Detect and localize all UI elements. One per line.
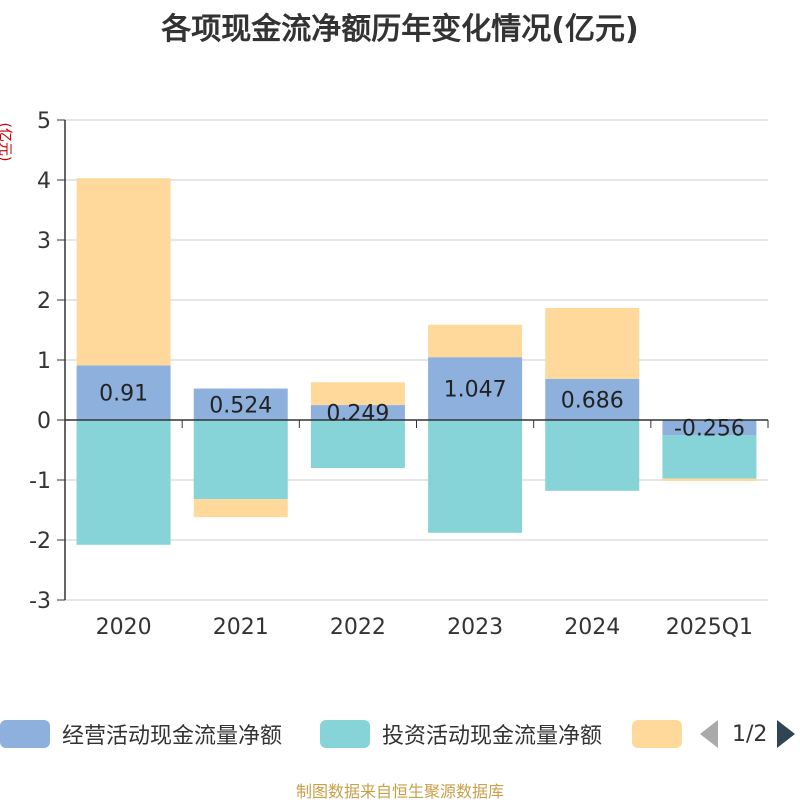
legend-swatch-investing [320,720,370,748]
legend-label-investing: 投资活动现金流量净额 [382,724,603,749]
y-tick-label: 4 [37,169,51,194]
bar-series1-2025Q1 [662,435,757,479]
legend-item-operating[interactable]: 经营活动现金流量净额 [0,716,282,752]
data-label-2025Q1: -0.256 [674,417,745,442]
bar-series2-2024 [545,308,640,379]
legend: 经营活动现金流量净额 投资活动现金流量净额 1/2 [0,716,800,756]
x-tick-label: 2021 [213,615,269,640]
legend-prev-page-icon[interactable] [700,720,718,748]
y-tick-label: 5 [37,109,51,134]
chart-canvas: 5 4 3 2 1 0 -1 -2 -3 2020 2021 2022 2023 2024 2025Q1 0… [29,109,769,640]
bar-series0-2021 [193,388,288,420]
bar-series1-2021 [193,420,288,500]
y-tick-label: 0 [37,409,51,434]
x-tick-label: 2020 [96,615,152,640]
legend-swatch-operating [0,720,50,748]
data-label-2024: 0.686 [561,388,624,413]
bar-series2-2021 [193,499,288,518]
legend-item-financing[interactable] [632,716,694,752]
chart-title: 各项现金流净额历年变化情况(亿元) [161,12,639,47]
bar-series0-2024 [545,378,640,420]
y-tick-label: -3 [29,589,51,614]
legend-label-operating: 经营活动现金流量净额 [62,724,283,749]
bar-series1-2022 [310,420,405,468]
data-source-note: 制图数据来自恒生聚源数据库 [295,782,504,801]
bar-series0-2022 [310,405,405,420]
bar-series2-2022 [310,382,405,406]
bars [76,178,757,545]
data-label-2020: 0.91 [99,382,148,407]
bar-series2-2025Q1 [662,478,757,481]
bar-series0-2023 [428,357,523,420]
x-tick-label: 2025Q1 [666,615,753,640]
y-tick-label: 1 [37,349,51,374]
data-label-2021: 0.524 [209,393,272,418]
x-tick-label: 2024 [564,615,620,640]
data-labels: 0.91 0.524 0.249 1.047 0.686 -0.256 [99,378,745,442]
y-tick-label: -2 [29,529,51,554]
y-tick-label: -1 [29,469,51,494]
legend-item-investing[interactable]: 投资活动现金流量净额 [320,716,602,752]
bar-series0-2025Q1 [662,420,757,436]
bar-series1-2023 [428,420,523,533]
y-tick-label: 2 [37,289,51,314]
bar-series1-2024 [545,420,640,491]
legend-page-indicator: 1/2 [732,721,768,747]
data-label-2023: 1.047 [444,378,507,403]
legend-pager: 1/2 [700,716,796,752]
axes: 5 4 3 2 1 0 -1 -2 -3 2020 2021 2022 2023 2024 2025Q1 [29,109,769,640]
y-tick-label: 3 [37,229,51,254]
bar-series1-2020 [76,420,171,545]
bar-series0-2020 [76,365,171,420]
bar-series2-2023 [428,324,523,358]
x-tick-label: 2023 [447,615,503,640]
data-label-2022: 0.249 [326,402,389,427]
x-tick-label: 2022 [330,615,386,640]
bar-series2-2020 [76,178,171,366]
legend-next-page-icon[interactable] [777,720,796,748]
legend-swatch-financing [632,720,682,748]
